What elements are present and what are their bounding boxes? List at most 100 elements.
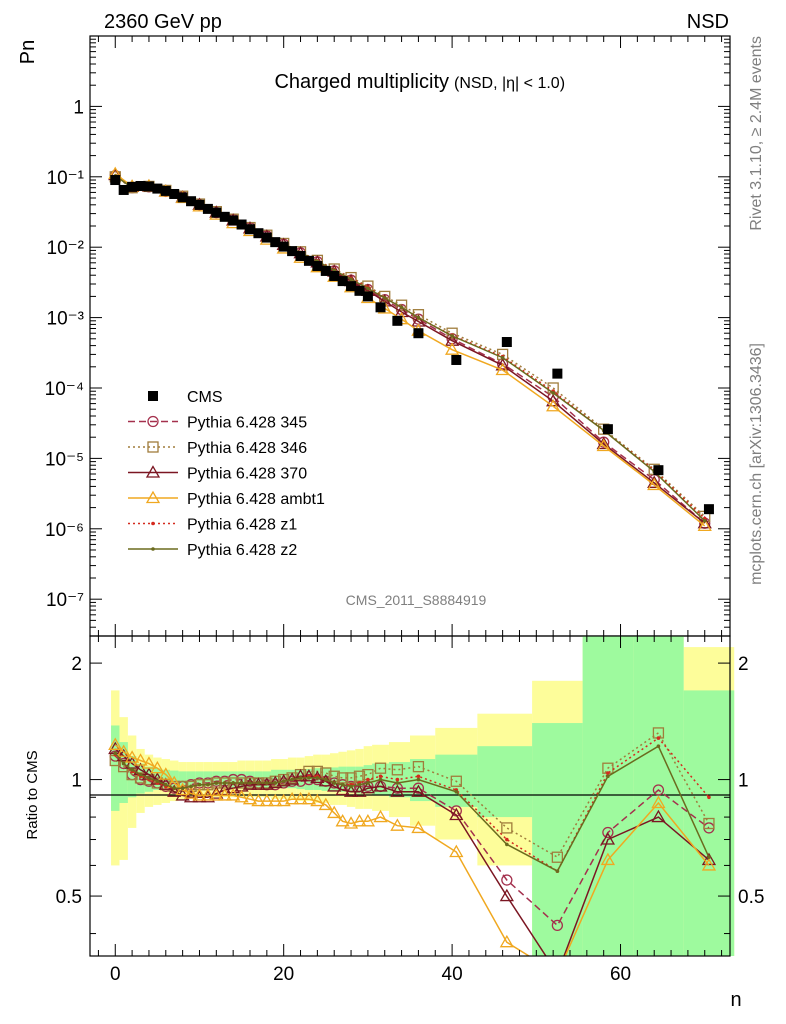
legend-item-0: CMS — [148, 389, 223, 406]
legend-item-5: Pythia 6.428 z1 — [128, 517, 297, 534]
ratio-point-4-18 — [259, 793, 274, 807]
ratio-point-2-39 — [703, 817, 715, 830]
main-title-text: Charged multiplicity — [274, 71, 449, 93]
ratio-point-6-22 — [298, 776, 303, 780]
main-y-axis-label: Pn — [17, 40, 39, 64]
ratio-band-inner — [271, 769, 280, 789]
ratio-band-inner — [355, 766, 364, 794]
ratio-point-4-33 — [411, 820, 426, 834]
main-point-0-22 — [295, 250, 306, 261]
main-point-0-30 — [362, 291, 373, 302]
ratio-point-6-29 — [357, 782, 362, 787]
main-point-0-34 — [451, 354, 462, 365]
main-y-tick-label: 10⁻⁷ — [46, 590, 84, 611]
main-point-6-17 — [399, 305, 404, 310]
ratio-point-6-31 — [378, 777, 383, 782]
ratio-point-3-13 — [217, 782, 232, 796]
main-point-0-31 — [375, 302, 386, 313]
ratio-point-3-23 — [301, 768, 317, 782]
main-point-4-21 — [546, 398, 561, 412]
ratio-point-3-18 — [259, 777, 274, 790]
main-point-0-3 — [135, 181, 146, 192]
ratio-point-3-30 — [360, 780, 376, 794]
main-point-0-32 — [392, 315, 403, 326]
main-plot-panel: 10⁻⁷ 10⁻⁶ 10⁻⁵ 10⁻⁴ 10⁻³ 10⁻² 10⁻¹ 1 Charged mu… — [17, 35, 731, 637]
ratio-point-2-31 — [374, 762, 387, 774]
ratio-point-4-3 — [133, 753, 148, 766]
main-point-6-19 — [450, 334, 454, 338]
legend-swatch-marker — [151, 521, 155, 526]
legend-swatch-marker — [145, 465, 161, 478]
ratio-point-6-23 — [307, 776, 311, 780]
main-series-layer — [108, 166, 714, 532]
ratio-point-5-31 — [378, 774, 383, 779]
ratio-y-tick-label: 2 — [71, 654, 82, 675]
ratio-point-3-16 — [242, 777, 258, 790]
main-point-3-24 — [697, 515, 712, 529]
main-point-0-21 — [287, 246, 298, 257]
ratio-y-tick-label-right: 0.5 — [738, 887, 764, 908]
main-point-4-22 — [596, 438, 611, 452]
main-point-4-24 — [697, 518, 712, 532]
main-y-tick-label: 10⁻⁴ — [45, 379, 84, 400]
ratio-series-6 — [113, 744, 711, 873]
ratio-point-3-33 — [411, 784, 426, 797]
ratio-point-6-8 — [180, 786, 185, 791]
header-left: 2360 GeV pp — [104, 11, 222, 33]
legend-swatch-marker — [147, 441, 159, 453]
main-point-0-7 — [169, 188, 180, 199]
ratio-band-inner — [582, 636, 634, 956]
ratio-point-3-27 — [335, 782, 350, 796]
ratio-point-6-30 — [366, 781, 370, 785]
ratio-point-4-0 — [108, 737, 123, 750]
main-point-0-26 — [329, 270, 340, 281]
ratio-point-4-32 — [390, 818, 405, 831]
ratio-point-4-16 — [242, 791, 258, 805]
ratio-series-line-6 — [114, 745, 710, 873]
ratio-point-6-1 — [121, 761, 126, 766]
legend-swatch-marker — [145, 490, 161, 504]
legend-item-4: Pythia 6.428 ambt1 — [128, 490, 325, 508]
main-point-0-17 — [253, 228, 264, 239]
ratio-point-3-37 — [600, 832, 616, 845]
ratio-point-1-38 — [652, 784, 665, 796]
main-point-0-4 — [143, 181, 154, 192]
main-point-0-8 — [177, 192, 188, 203]
ratio-point-6-20 — [281, 779, 286, 784]
main-point-0-2 — [127, 181, 138, 192]
ratio-point-3-28 — [343, 784, 359, 797]
main-point-6-16 — [382, 296, 387, 300]
ratio-point-2-34 — [450, 775, 462, 787]
ratio-point-5-32 — [395, 777, 400, 782]
ratio-point-6-10 — [197, 782, 202, 787]
main-point-0-12 — [211, 207, 222, 218]
ratio-point-6-25 — [323, 777, 328, 782]
analysis-id: CMS_2011_S8884919 — [346, 592, 487, 608]
ratio-point-4-1 — [116, 744, 131, 757]
ratio-y-tick-label-right: 2 — [738, 654, 749, 675]
ratio-point-4-21 — [284, 791, 300, 805]
main-point-3-19 — [444, 333, 460, 346]
ratio-point-6-7 — [172, 786, 177, 791]
ratio-point-2-33 — [412, 760, 425, 773]
ratio-band-inner — [186, 771, 196, 787]
main-title: Charged multiplicity (NSD, |η| < 1.0) — [274, 71, 565, 93]
main-point-0-11 — [202, 203, 213, 214]
ratio-point-3-38 — [651, 809, 666, 823]
ratio-point-4-39 — [701, 858, 717, 871]
main-y-tick-label: 1 — [73, 97, 84, 118]
x-tick-label: 20 — [273, 964, 294, 985]
ratio-point-4-26 — [327, 805, 342, 819]
ratio-point-6-39 — [707, 855, 711, 860]
ratio-point-1-37 — [602, 826, 614, 839]
main-point-0-13 — [219, 211, 230, 222]
main-point-0-38 — [653, 465, 664, 476]
ratio-band-inner — [119, 742, 128, 803]
ratio-point-3-34 — [449, 807, 464, 821]
ratio-point-3-35 — [499, 888, 514, 902]
ratio-point-6-17 — [256, 781, 261, 785]
ratio-plot-panel: 0.5 0.51 12 20 20 40 60 Ratio to CMS n — [24, 635, 764, 1011]
x-tick-label: 0 — [110, 964, 121, 985]
ratio-band-inner — [220, 771, 229, 787]
